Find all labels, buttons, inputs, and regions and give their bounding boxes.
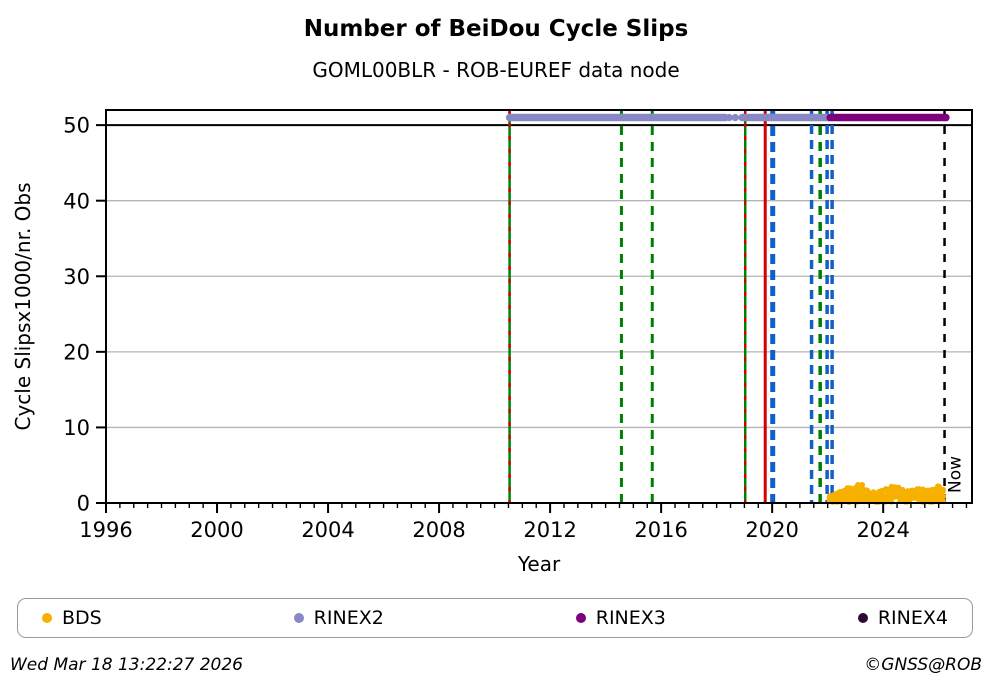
x-axis-label: Year (517, 552, 561, 576)
x-tick-label: 2016 (634, 518, 687, 542)
legend-item-rinex2: RINEX2 (293, 607, 384, 629)
y-tick-label: 20 (63, 340, 90, 364)
y-tick-label: 30 (63, 265, 90, 289)
x-tick-label: 2008 (412, 518, 465, 542)
legend-dot-icon (42, 613, 52, 623)
legend-item-bds: BDS (42, 607, 102, 629)
chart-subtitle: GOML00BLR - ROB-EUREF data node (312, 58, 680, 82)
legend-label: BDS (62, 607, 102, 629)
now-label: Now (946, 456, 966, 493)
legend-dot-icon (293, 613, 304, 623)
legend-dot-icon (575, 613, 586, 623)
y-tick-label: 10 (63, 416, 90, 440)
legend-item-rinex3: RINEX3 (575, 607, 666, 629)
y-tick-label: 0 (77, 492, 90, 516)
x-tick-label: 2000 (190, 518, 243, 542)
legend-box: BDS RINEX2 RINEX3 RINEX4 (17, 598, 973, 638)
bds-scatter (826, 481, 947, 505)
legend-label: RINEX2 (313, 607, 384, 629)
copyright-credit: ©GNSS@ROB (864, 655, 982, 675)
chart-title: Number of BeiDou Cycle Slips (303, 16, 689, 42)
y-tick-label: 40 (63, 189, 90, 213)
plot-timestamp: Wed Mar 18 13:22:27 2026 (10, 655, 243, 675)
x-tick-label: 2024 (856, 518, 909, 542)
plot-frame (105, 109, 973, 504)
x-tick-label: 2004 (301, 518, 354, 542)
legend-dot-icon (857, 613, 868, 623)
y-tick-label: 50 (63, 114, 90, 138)
x-tick-label: 2012 (523, 518, 576, 542)
y-axis-label: Cycle Slipsx1000/nr. Obs (11, 182, 35, 430)
legend-label: RINEX4 (877, 607, 948, 629)
legend-item-rinex4: RINEX4 (857, 607, 948, 629)
x-tick-label: 2020 (745, 518, 798, 542)
chart-canvas: 1996 2000 2004 2008 2012 2016 2020 2024 0 10 20 30 4… (11, 109, 973, 576)
x-tick-label: 1996 (79, 518, 132, 542)
legend-label: RINEX3 (595, 607, 666, 629)
